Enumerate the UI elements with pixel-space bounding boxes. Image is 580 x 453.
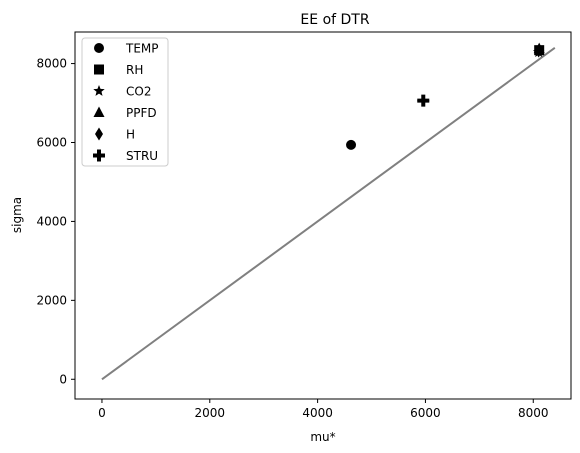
legend-marker-ppfd xyxy=(93,106,105,117)
legend-label-co2: CO2 xyxy=(126,85,151,99)
y-axis-label: sigma xyxy=(10,197,24,233)
point-stru-0 xyxy=(417,94,430,107)
x-tick-label-3: 6000 xyxy=(410,406,441,420)
y-tick-label-2: 4000 xyxy=(36,214,67,228)
data-points xyxy=(346,42,545,150)
legend-label-rh: RH xyxy=(126,63,143,77)
x-tick-label-1: 2000 xyxy=(195,406,226,420)
legend-marker-co2 xyxy=(93,85,105,96)
legend: TEMP RH CO2 PPFD H STRU xyxy=(81,37,169,167)
x-tick-label-4: 8000 xyxy=(518,406,549,420)
plot-frame xyxy=(74,31,572,400)
legend-marker-rh xyxy=(94,64,104,75)
y-tick-label-1: 2000 xyxy=(36,293,67,307)
y-tick-label-4: 8000 xyxy=(36,57,67,71)
y-tick-label-0: 0 xyxy=(59,372,67,386)
legend-marker-temp xyxy=(94,43,104,53)
legend-label-temp: TEMP xyxy=(125,42,159,56)
point-temp-0 xyxy=(346,139,357,150)
legend-label-h: H xyxy=(126,128,135,142)
legend-frame xyxy=(81,37,169,167)
point-h-0 xyxy=(534,44,543,58)
chart-title: EE of DTR xyxy=(300,12,369,28)
legend-marker-h xyxy=(95,127,103,141)
legend-label-ppfd: PPFD xyxy=(126,106,157,120)
y-tick-label-3: 6000 xyxy=(36,135,67,149)
legend-label-stru: STRU xyxy=(126,149,158,163)
x-axis-label: mu* xyxy=(310,430,335,444)
legend-marker-stru xyxy=(93,149,105,162)
reference-line xyxy=(101,46,556,381)
x-tick-label-0: 0 xyxy=(98,406,106,420)
x-tick-label-2: 4000 xyxy=(302,406,333,420)
axis-ticks: 0 2000 4000 6000 8000 0 2000 4000 6000 8000 xyxy=(36,57,548,420)
